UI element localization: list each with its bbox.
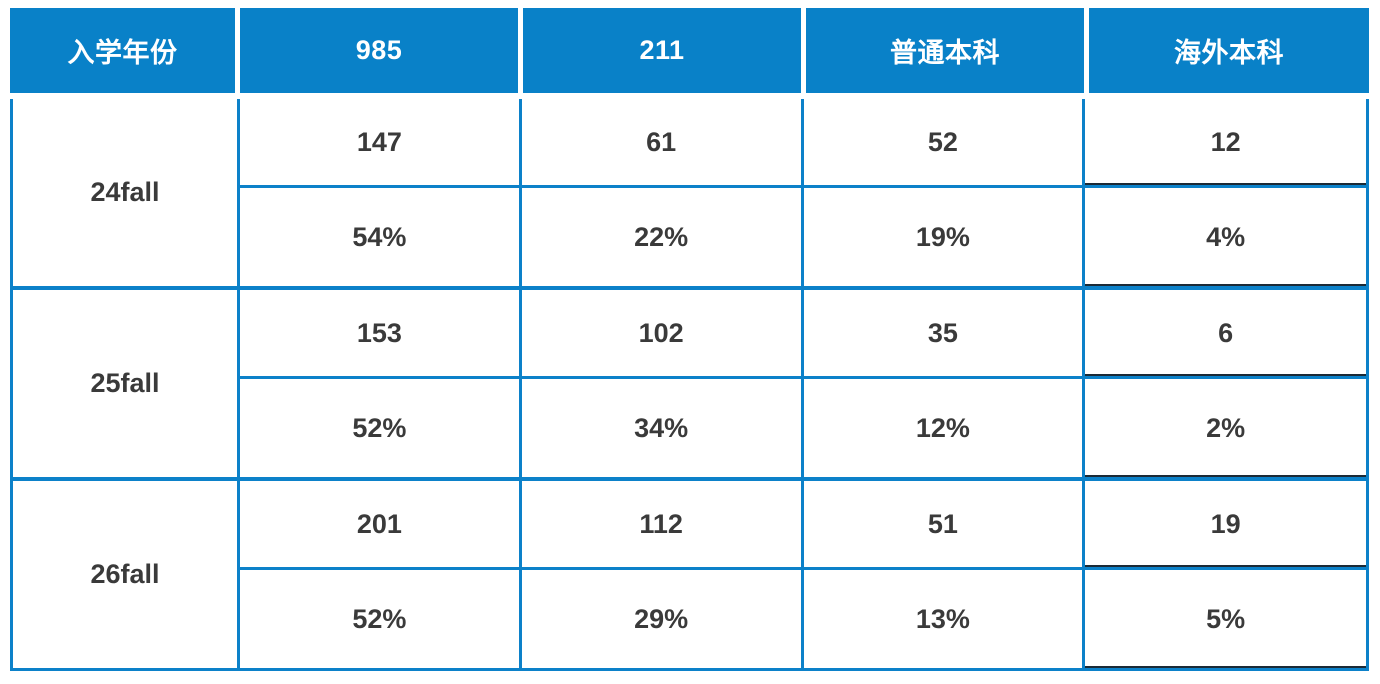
percent-cell: 34% <box>518 379 801 477</box>
count-cell: 112 <box>518 481 801 570</box>
percent-cell: 52% <box>237 570 519 668</box>
header-cell-985: 985 <box>235 8 518 93</box>
count-cell: 52 <box>800 99 1083 188</box>
percent-cell: 2% <box>1082 379 1366 477</box>
count-cell: 153 <box>237 290 519 379</box>
percent-cell: 4% <box>1082 188 1366 286</box>
percent-cell: 5% <box>1082 570 1366 668</box>
percent-cell: 29% <box>518 570 801 668</box>
admissions-table: 入学年份 985 211 普通本科 海外本科 24fall 147 61 52 … <box>10 8 1369 671</box>
header-cell-enrollment-year: 入学年份 <box>10 8 235 93</box>
count-cell: 61 <box>518 99 801 188</box>
count-cell: 51 <box>800 481 1083 570</box>
percent-cell: 54% <box>237 188 519 286</box>
header-cell-overseas-bachelor: 海外本科 <box>1084 8 1369 93</box>
percent-cell: 52% <box>237 379 519 477</box>
table-body: 24fall 147 61 52 12 54% 22% 19% 4% 25fal… <box>10 99 1369 671</box>
year-cell: 24fall <box>90 177 160 207</box>
row-group-26fall: 26fall 201 112 51 19 52% 29% 13% 5% <box>13 481 1366 668</box>
percent-cell: 13% <box>800 570 1083 668</box>
count-cell: 35 <box>800 290 1083 379</box>
count-cell: 147 <box>237 99 519 188</box>
row-group-24fall: 24fall 147 61 52 12 54% 22% 19% 4% <box>13 99 1366 290</box>
year-cell: 26fall <box>90 559 160 589</box>
percent-cell: 19% <box>800 188 1083 286</box>
count-cell: 102 <box>518 290 801 379</box>
header-cell-211: 211 <box>518 8 801 93</box>
table-header-row: 入学年份 985 211 普通本科 海外本科 <box>10 8 1369 93</box>
row-group-25fall: 25fall 153 102 35 6 52% 34% 12% 2% <box>13 290 1366 481</box>
percent-cell: 12% <box>800 379 1083 477</box>
header-cell-regular-bachelor: 普通本科 <box>801 8 1084 93</box>
count-cell: 201 <box>237 481 519 570</box>
percent-cell: 22% <box>518 188 801 286</box>
count-cell: 19 <box>1082 481 1366 570</box>
year-cell: 25fall <box>90 368 160 398</box>
count-cell: 12 <box>1082 99 1366 188</box>
count-cell: 6 <box>1082 290 1366 379</box>
